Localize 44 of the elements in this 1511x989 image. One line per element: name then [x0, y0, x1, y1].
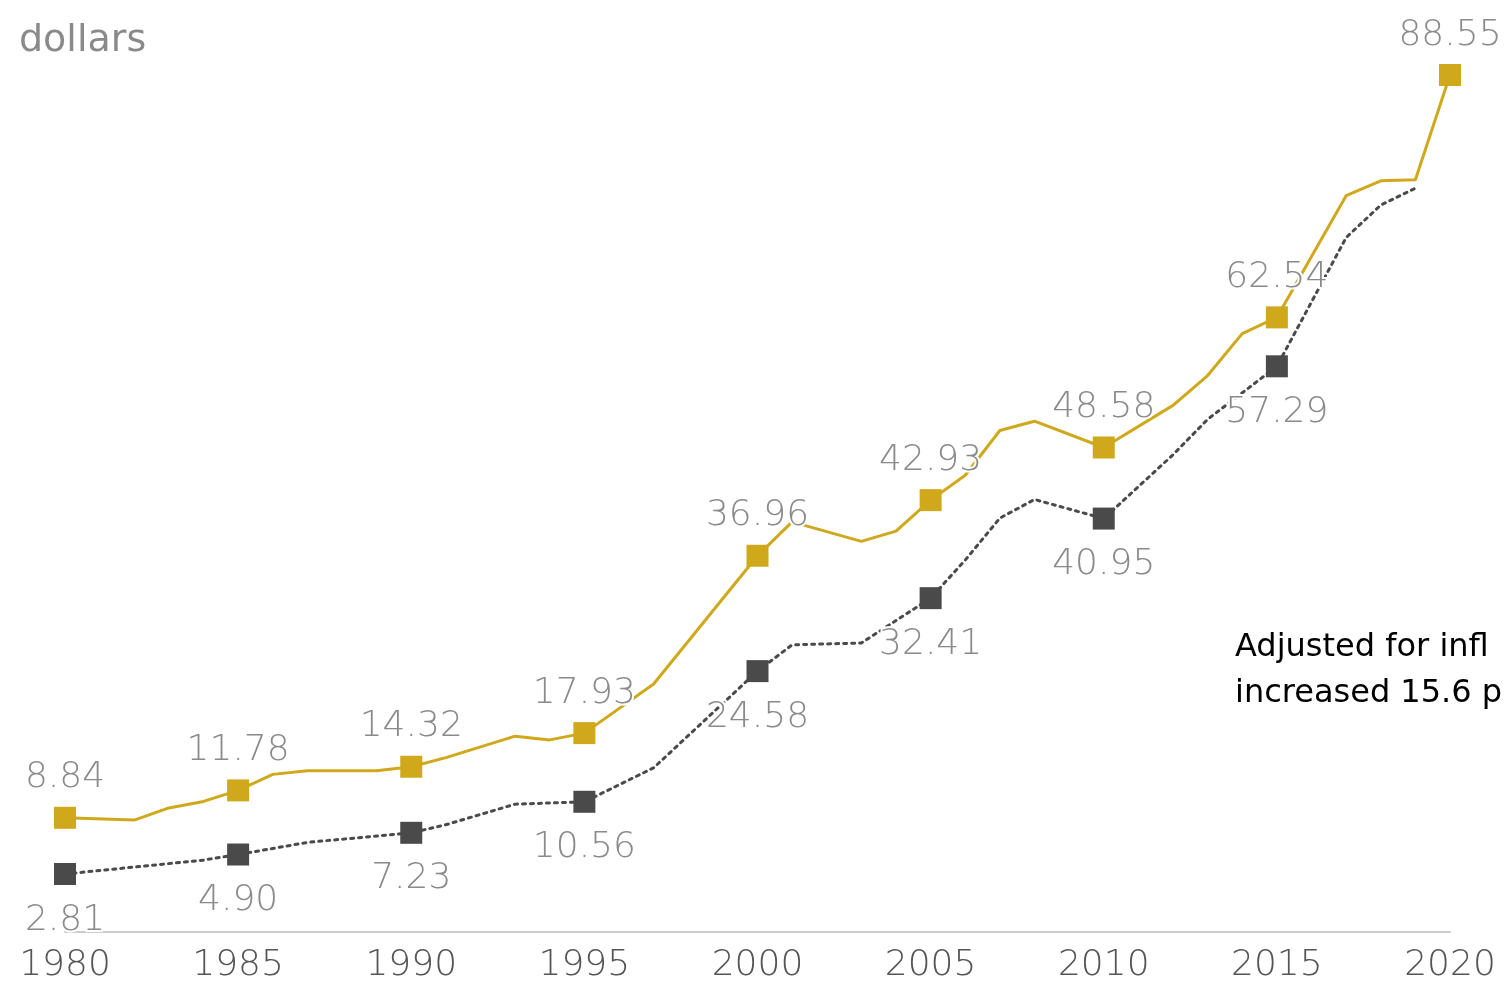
data-label: 32.41: [879, 620, 983, 662]
x-tick-label: 1990: [365, 941, 458, 983]
x-tick-label: 2005: [884, 941, 977, 983]
x-tick-label: 1985: [192, 941, 284, 983]
point: [573, 790, 596, 813]
point: [919, 489, 942, 512]
point: [1092, 507, 1115, 530]
point: [1439, 64, 1461, 86]
chart-title: dollars: [19, 16, 147, 60]
point: [746, 660, 769, 683]
data-label: 42.93: [879, 436, 983, 478]
point: [746, 544, 769, 567]
data-label: 48.58: [1052, 383, 1156, 425]
point: [919, 587, 942, 610]
data-label: 11.78: [186, 726, 290, 768]
data-label: 36.96: [705, 492, 810, 534]
point: [400, 755, 423, 778]
data-label: 8.84: [24, 754, 106, 796]
point: [573, 722, 596, 745]
data-label: 2.81: [24, 896, 106, 938]
data-label: 14.32: [359, 703, 463, 745]
point: [1265, 355, 1288, 378]
x-tick-label: 1995: [538, 941, 631, 983]
data-label: 57.29: [1225, 388, 1329, 430]
x-tick-label: 2010: [1057, 941, 1150, 983]
annotation: Adjusted for infl increased 15.6 p: [1235, 626, 1503, 710]
point: [1092, 436, 1115, 459]
data-label: 10.56: [532, 824, 636, 866]
point: [54, 806, 76, 829]
x-tick-label: 2000: [711, 941, 804, 983]
data-label: 4.90: [198, 877, 279, 919]
point: [227, 779, 250, 802]
data-label: 7.23: [371, 855, 452, 897]
data-label: 40.95: [1052, 541, 1156, 583]
point: [400, 821, 423, 844]
data-label: 88.55: [1398, 11, 1502, 53]
data-label: 17.93: [532, 669, 636, 711]
data-label: 24.58: [705, 693, 810, 735]
x-tick-label: 2020: [1404, 941, 1496, 983]
x-tick-label: 2015: [1231, 941, 1323, 983]
point: [1265, 306, 1288, 329]
point: [227, 843, 250, 866]
x-tick-label: 1980: [19, 941, 111, 983]
point: [54, 863, 76, 885]
